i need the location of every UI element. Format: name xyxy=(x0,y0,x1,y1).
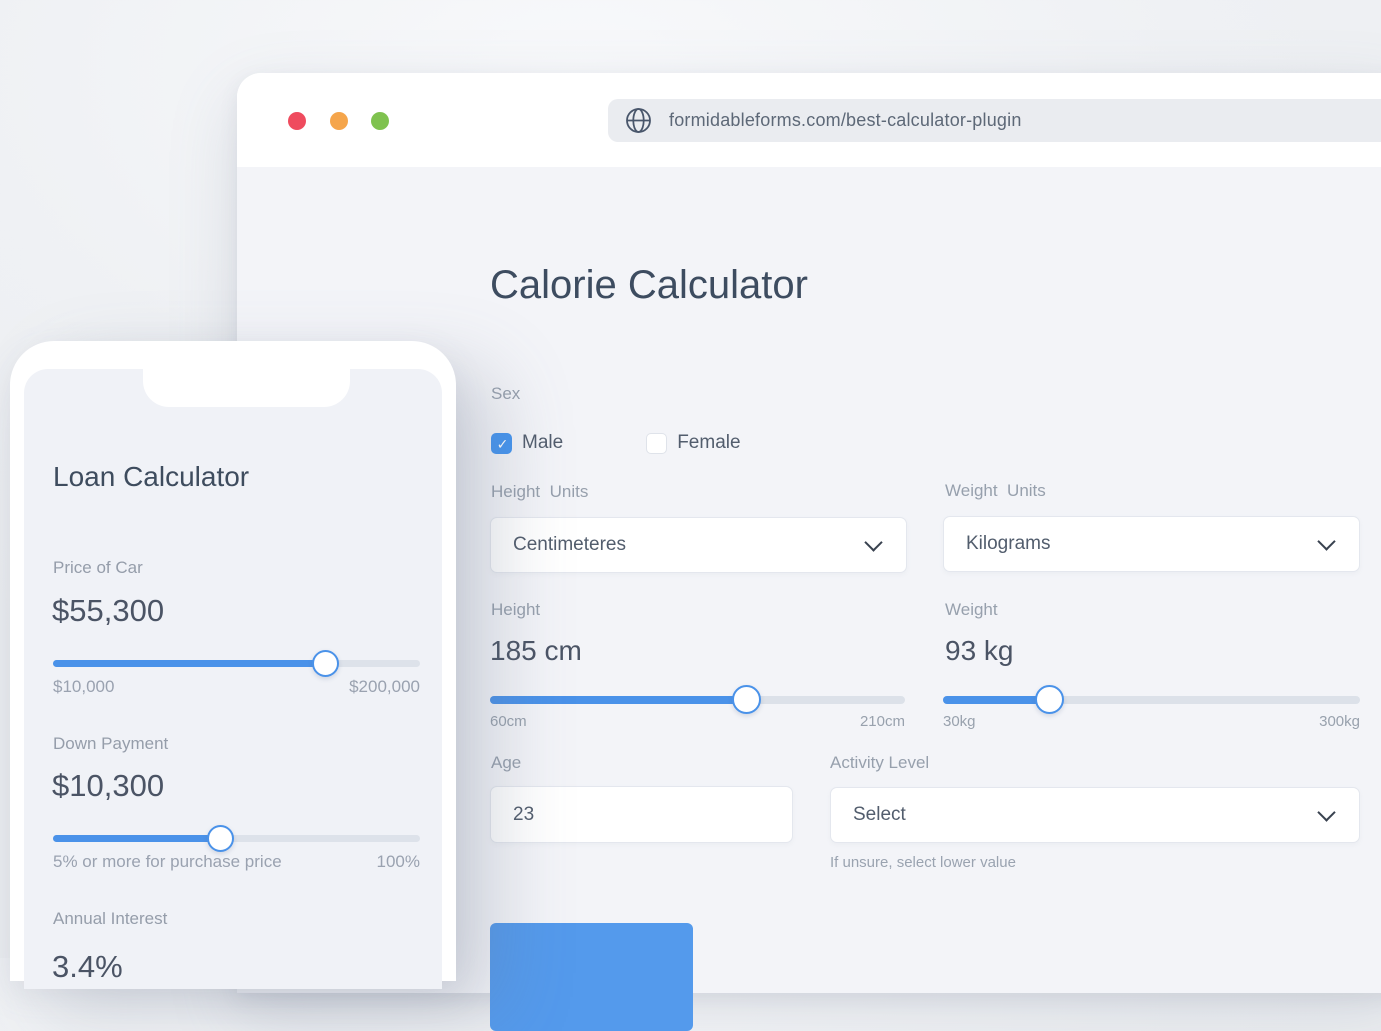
height-slider[interactable] xyxy=(490,685,905,714)
height-units-value: Centimeteres xyxy=(513,534,626,555)
weight-value: 93 kg xyxy=(945,635,1014,666)
sex-options: Male Female xyxy=(491,432,741,455)
height-units-select[interactable]: Centimeteres xyxy=(490,517,907,573)
weight-units-value: Kilograms xyxy=(966,533,1051,554)
price-max-label: $200,000 xyxy=(349,677,420,696)
activity-level-select[interactable]: Select xyxy=(830,787,1360,843)
address-bar[interactable]: formidableforms.com/best-calculator-plug… xyxy=(608,99,1381,142)
weight-slider[interactable] xyxy=(943,685,1360,714)
minimize-window-button[interactable] xyxy=(330,112,348,130)
male-checkbox-label[interactable]: Male xyxy=(522,432,564,453)
activity-helper-text: If unsure, select lower value xyxy=(830,854,1016,871)
chevron-down-icon xyxy=(864,533,883,552)
male-checkbox[interactable] xyxy=(491,432,513,455)
zoom-window-button[interactable] xyxy=(371,112,389,130)
annual-interest-value: 3.4% xyxy=(52,949,123,984)
female-checkbox-label[interactable]: Female xyxy=(677,432,741,453)
weight-max-label: 300kg xyxy=(1319,713,1360,730)
height-value: 185 cm xyxy=(490,635,582,666)
close-window-button[interactable] xyxy=(288,112,306,130)
height-min-label: 60cm xyxy=(490,713,527,730)
loan-title: Loan Calculator xyxy=(53,461,250,492)
price-of-car-label: Price of Car xyxy=(53,558,143,577)
price-min-label: $10,000 xyxy=(53,677,115,696)
sex-label: Sex xyxy=(491,384,521,403)
age-input[interactable]: 23 xyxy=(490,786,793,843)
down-payment-label: Down Payment xyxy=(53,734,169,753)
phone-screen: Loan Calculator Price of Car $55,300 $10… xyxy=(24,369,442,989)
submit-button[interactable] xyxy=(490,923,693,1031)
down-payment-slider-handle[interactable] xyxy=(206,824,234,852)
height-label: Height xyxy=(491,600,541,619)
age-value: 23 xyxy=(513,803,535,825)
female-checkbox[interactable] xyxy=(646,432,668,454)
activity-level-label: Activity Level xyxy=(830,753,930,772)
phone-mockup: Loan Calculator Price of Car $55,300 $10… xyxy=(10,341,456,989)
price-slider-handle[interactable] xyxy=(311,649,339,677)
activity-level-value: Select xyxy=(853,804,906,825)
url-text: formidableforms.com/best-calculator-plug… xyxy=(669,110,1022,130)
globe-icon xyxy=(626,108,651,133)
age-label: Age xyxy=(491,753,522,772)
weight-units-label: Weight Units xyxy=(945,481,1046,500)
annual-interest-label: Annual Interest xyxy=(53,909,168,928)
height-slider-handle[interactable] xyxy=(732,685,762,714)
down-payment-min-label: 5% or more for purchase price xyxy=(53,852,282,871)
browser-chrome: formidableforms.com/best-calculator-plug… xyxy=(237,73,1381,167)
price-slider[interactable] xyxy=(53,649,420,677)
weight-units-select[interactable]: Kilograms xyxy=(943,516,1360,572)
down-payment-value: $10,300 xyxy=(52,768,165,803)
weight-label: Weight xyxy=(945,600,998,619)
weight-min-label: 30kg xyxy=(943,713,976,730)
down-payment-slider[interactable] xyxy=(53,824,420,852)
page-title: Calorie Calculator xyxy=(490,263,808,307)
chevron-down-icon xyxy=(1317,803,1336,822)
weight-slider-handle[interactable] xyxy=(1034,685,1064,714)
down-payment-max-label: 100% xyxy=(376,852,420,871)
height-units-label: Height Units xyxy=(491,482,589,501)
price-of-car-value: $55,300 xyxy=(52,593,165,628)
chevron-down-icon xyxy=(1317,532,1336,551)
phone-notch xyxy=(143,369,350,407)
height-max-label: 210cm xyxy=(859,713,905,730)
